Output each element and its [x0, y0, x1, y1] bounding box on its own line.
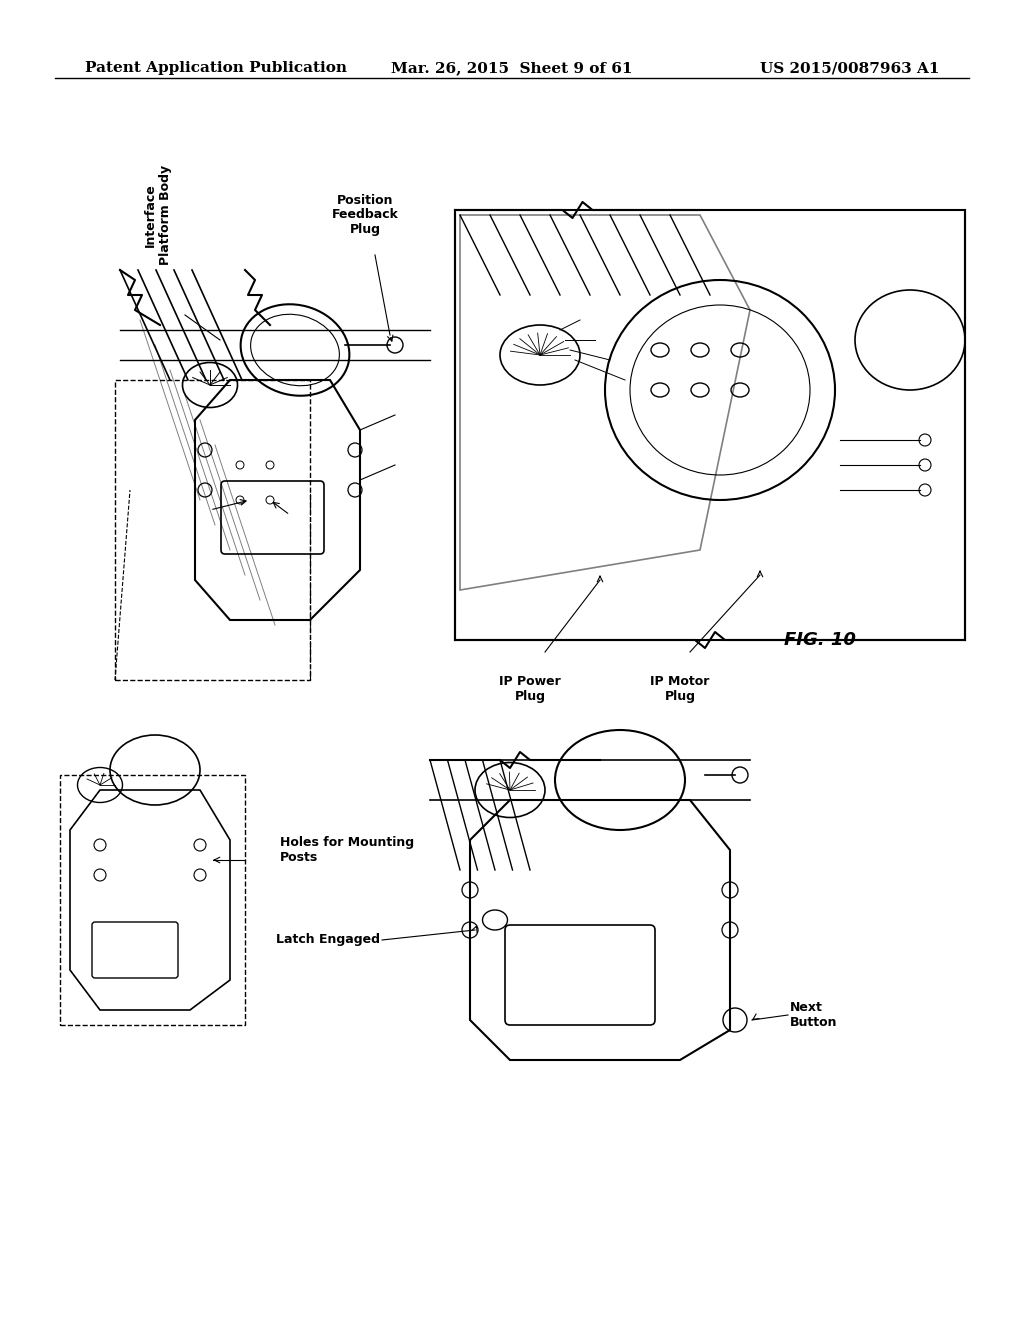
Bar [60, 775, 245, 1026]
Text: IP Motor
Plug: IP Motor Plug [650, 675, 710, 704]
Text: FIG. 10: FIG. 10 [784, 631, 856, 649]
Text: US 2015/0087963 A1: US 2015/0087963 A1 [761, 61, 940, 75]
Text: Next
Button: Next Button [790, 1001, 838, 1030]
Text: Position
Feedback
Plug: Position Feedback Plug [332, 194, 398, 236]
Text: Mar. 26, 2015  Sheet 9 of 61: Mar. 26, 2015 Sheet 9 of 61 [391, 61, 633, 75]
Text: Patent Application Publication: Patent Application Publication [85, 61, 347, 75]
Bar [455, 210, 965, 640]
Bar [115, 380, 310, 680]
Text: IP Power
Plug: IP Power Plug [499, 675, 561, 704]
Text: Latch Engaged: Latch Engaged [276, 933, 380, 946]
Text: Holes for Mounting
Posts: Holes for Mounting Posts [280, 836, 414, 865]
Text: Interface
Platform Body: Interface Platform Body [144, 165, 172, 265]
